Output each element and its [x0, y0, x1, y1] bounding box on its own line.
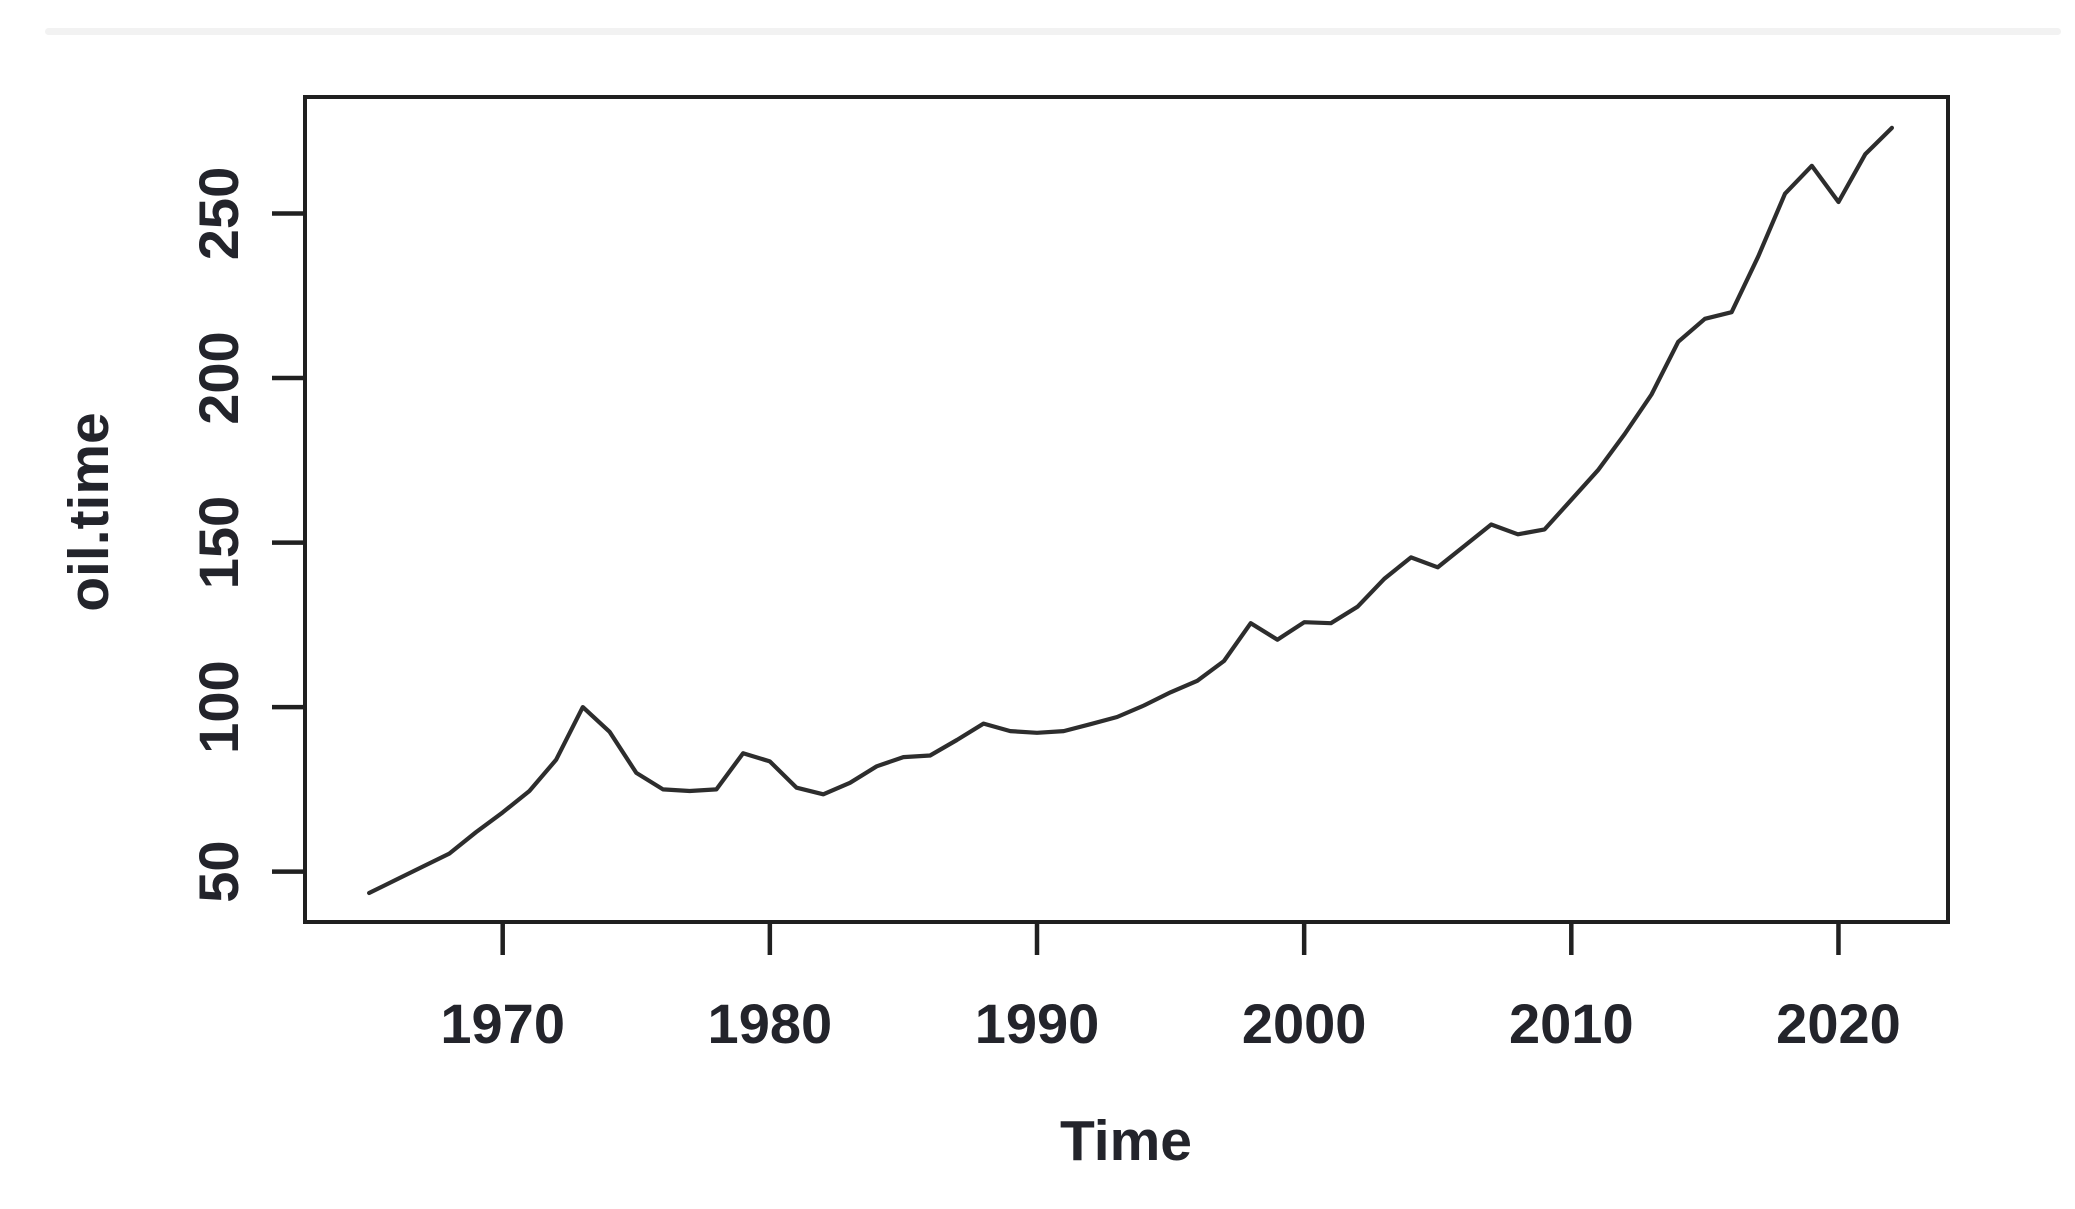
- x-axis-title: Time: [1060, 1109, 1192, 1173]
- y-tick-label: 50: [187, 841, 250, 903]
- y-tick-label: 100: [187, 660, 250, 753]
- x-tick-label: 2020: [1776, 992, 1901, 1055]
- x-tick-label: 1990: [975, 992, 1100, 1055]
- series-layer: [367, 125, 1895, 896]
- x-tick-label: 2010: [1509, 992, 1634, 1055]
- y-axis-title: oil.time: [57, 412, 121, 612]
- x-axis: 1970 1980 1990 2000 2010 2020: [440, 922, 1901, 1055]
- y-tick-label: 200: [187, 331, 250, 424]
- oil-time-series-line: [367, 125, 1895, 896]
- top-divider-rule: [45, 28, 2061, 35]
- x-tick-label: 1970: [440, 992, 565, 1055]
- y-axis: 50 100 150 200 250: [187, 167, 305, 903]
- x-tick-label: 2000: [1242, 992, 1367, 1055]
- plot-border: [303, 95, 1950, 924]
- plot-frame: [303, 95, 1950, 924]
- x-tick-label: 1980: [708, 992, 833, 1055]
- y-tick-label: 250: [187, 167, 250, 260]
- y-tick-label: 150: [187, 496, 250, 589]
